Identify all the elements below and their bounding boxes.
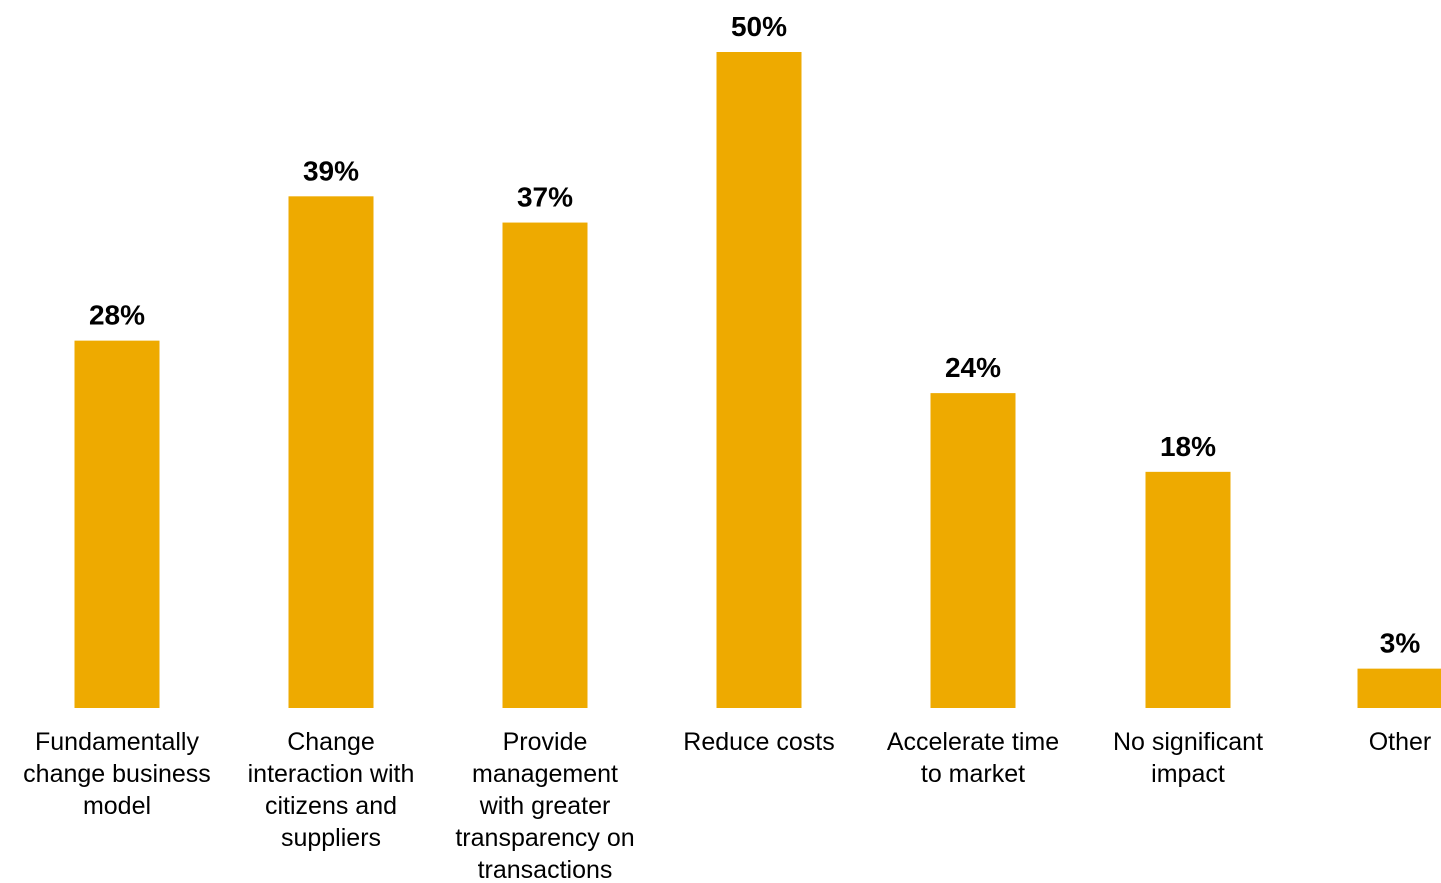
- bar: [288, 196, 374, 708]
- category-label: change business: [23, 760, 211, 788]
- category-label: Other: [1369, 728, 1432, 756]
- bar: [502, 222, 588, 708]
- category-label: Reduce costs: [683, 728, 834, 756]
- category-label: citizens and: [265, 792, 397, 820]
- bars-group: [74, 52, 1441, 708]
- category-label: management: [472, 760, 618, 788]
- category-label: Accelerate time: [887, 728, 1059, 756]
- category-labels-group: Fundamentally change business model Change i…: [23, 728, 1431, 883]
- category-label: transactions: [478, 856, 613, 883]
- category-label: transparency on: [455, 824, 634, 852]
- bar: [930, 393, 1016, 708]
- category-label: interaction with: [248, 760, 415, 788]
- bar: [74, 340, 160, 708]
- bar-value-label: 24%: [945, 352, 1001, 383]
- bar-value-label: 28%: [89, 300, 145, 331]
- bar-value-label: 18%: [1160, 431, 1216, 462]
- bar-value-label: 39%: [303, 155, 359, 186]
- bar-value-label: 37%: [517, 182, 573, 213]
- bar: [1357, 668, 1441, 708]
- category-label: to market: [921, 760, 1025, 788]
- category-label: Fundamentally: [35, 728, 199, 756]
- category-label: with greater: [479, 792, 611, 820]
- value-labels-group: 28% 39% 37% 50% 24% 18% 3%: [89, 11, 1420, 659]
- category-label: Change: [287, 728, 375, 756]
- category-label: suppliers: [281, 824, 381, 852]
- category-label: Provide: [503, 728, 588, 756]
- category-label: No significant: [1113, 728, 1263, 756]
- bar-value-label: 3%: [1380, 628, 1421, 659]
- bar: [1145, 471, 1231, 708]
- category-label: impact: [1151, 760, 1225, 788]
- category-label: model: [83, 792, 151, 820]
- bar-value-label: 50%: [731, 11, 787, 42]
- bar: [716, 52, 802, 708]
